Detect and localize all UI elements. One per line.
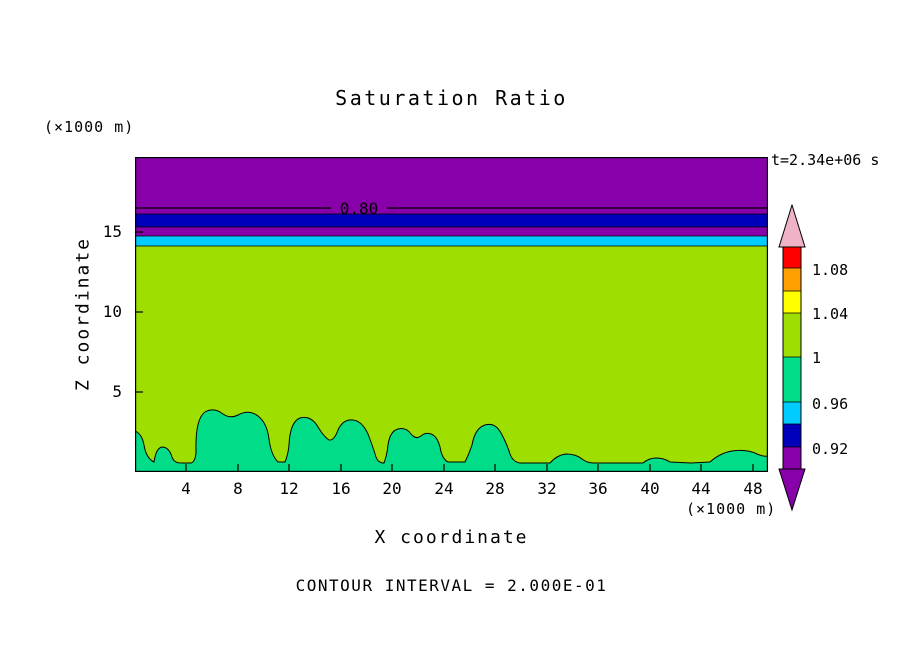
plot-frame [135,157,768,472]
colorbar-segment [783,247,801,268]
colorbar-label: 0.92 [812,440,849,458]
x-tick-label: 40 [640,479,660,498]
colorbar-label: 1.08 [812,261,849,279]
colorbar-segment [783,424,801,447]
colorbar-segment-dividers [783,267,801,448]
y-tick-label: 15 [102,222,122,241]
y-tick-label: 5 [112,382,122,401]
x-tick-label: 24 [434,479,454,498]
colorbar [778,204,806,512]
layer-navy-band [135,214,768,227]
x-tick-label: 4 [181,479,191,498]
contour-line-080: 0.80 [135,199,768,218]
layer-purple-thin [135,227,768,236]
y-tick-label: 10 [102,302,122,321]
x-tick-label: 20 [382,479,402,498]
colorbar-segment [783,268,801,291]
x-tick-label: 12 [279,479,299,498]
colorbar-segment [783,313,801,357]
colorbar-label: 1 [812,349,822,367]
layer-purple-upper [135,157,768,214]
x-axis-ticks [185,464,754,472]
contour-interval-caption: CONTOUR INTERVAL = 2.000E-01 [295,576,608,595]
colorbar-label: 1.04 [812,305,849,323]
colorbar-label: 0.96 [812,395,849,413]
y-axis-unit: (×1000 m) [44,118,135,136]
x-axis-label: X coordinate [374,527,529,548]
x-axis-unit: (×1000 m) [686,500,777,518]
x-tick-label: 28 [485,479,505,498]
x-tick-label: 48 [743,479,763,498]
colorbar-frame [782,246,802,470]
surface-blobs-region [135,409,768,472]
time-annotation: t=2.34e+06 s [771,151,880,169]
layer-cyan-band [135,236,768,246]
colorbar-segment [783,357,801,402]
colorbar-over-arrow [778,204,806,248]
y-axis-ticks [135,231,143,393]
band-contour-lines [135,213,768,247]
colorbar-segment [783,402,801,424]
chart-title: Saturation Ratio [335,86,568,110]
x-tick-label: 16 [331,479,351,498]
plot-area: 0.80 [135,157,768,472]
x-tick-label: 32 [537,479,557,498]
colorbar-segment [783,447,801,469]
contour-label: 0.80 [340,199,379,218]
x-tick-label: 44 [691,479,711,498]
colorbar-segment [783,291,801,313]
x-tick-label: 36 [588,479,608,498]
colorbar-under-arrow [778,468,806,512]
x-tick-label: 8 [233,479,243,498]
